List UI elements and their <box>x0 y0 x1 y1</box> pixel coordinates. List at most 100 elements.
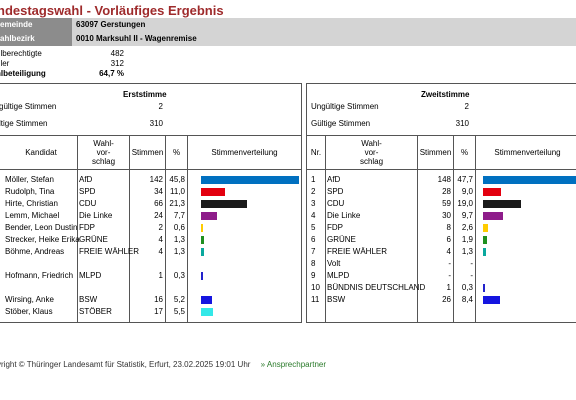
party-name: FDP <box>327 223 343 232</box>
candidate-name: Wirsing, Anke <box>5 295 54 304</box>
gemeinde-row: emeinde 63097 Gerstungen <box>0 18 576 32</box>
percent: 0,3 <box>173 271 185 280</box>
percent: 45,8 <box>169 175 185 184</box>
stat-label: hler <box>0 59 10 68</box>
votes: 1 <box>446 283 451 292</box>
votes: 24 <box>154 211 163 220</box>
invalid-value: 2 <box>464 102 469 111</box>
vote-bar <box>483 188 502 196</box>
percent: 1,9 <box>461 235 473 244</box>
party-name: GRÜNE <box>327 235 356 244</box>
percent: 9,0 <box>461 187 473 196</box>
party-name: FREIE WÄHLER <box>79 247 140 256</box>
invalid-label: Ungültige Stimmen <box>311 102 379 111</box>
table-row: 2 SPD 28 9,0 <box>307 186 576 198</box>
votes: 66 <box>154 199 163 208</box>
votes: 2 <box>158 223 163 232</box>
candidate-name: Böhme, Andreas <box>5 247 65 256</box>
list-number: 9 <box>311 271 316 280</box>
invalid-label: gültige Stimmen <box>0 102 57 111</box>
candidate-name: Möller, Stefan <box>5 175 54 184</box>
percent: 0,3 <box>461 283 473 292</box>
zweitstimme-panel: Zweitstimme Ungültige Stimmen 2 Gültige … <box>306 83 576 323</box>
candidate-name: Stöber, Klaus <box>5 307 53 316</box>
party-name: Die Linke <box>79 211 113 220</box>
table-row: 5 FDP 8 2,6 <box>307 222 576 234</box>
list-number: 8 <box>311 259 316 268</box>
table-row: Stöber, Klaus STÖBER 17 5,5 <box>0 306 301 318</box>
list-number: 3 <box>311 199 316 208</box>
col-nr: Nr. <box>310 148 322 157</box>
vote-bar <box>483 296 500 304</box>
col-prozent: % <box>453 136 475 169</box>
votes: 26 <box>442 295 451 304</box>
table-row: 10 BÜNDNIS DEUTSCHLAND 1 0,3 <box>307 282 576 294</box>
table-row: Möller, Stefan AfD 142 45,8 <box>0 174 301 186</box>
votes: - <box>448 259 451 268</box>
footer: yright © Thüringer Landesamt für Statist… <box>0 360 326 369</box>
col-prozent: % <box>165 136 187 169</box>
party-name: SPD <box>327 187 344 196</box>
col-stimmen: Stimmen <box>417 136 453 169</box>
list-number: 2 <box>311 187 316 196</box>
col-verteilung: Stimmenverteilung <box>187 136 301 169</box>
col-verteilung: Stimmenverteilung <box>475 136 576 169</box>
percent: 47,7 <box>457 175 473 184</box>
votes: 6 <box>446 235 451 244</box>
candidate-name: Bender, Leon Dustin <box>5 223 78 232</box>
percent: 11,0 <box>170 187 185 196</box>
party-name: FDP <box>79 223 95 232</box>
zweitstimme-title: Zweitstimme <box>421 90 470 99</box>
list-number: 10 <box>311 283 320 292</box>
vote-bar <box>483 248 486 256</box>
list-number: 11 <box>311 295 320 304</box>
vote-bar <box>201 236 204 244</box>
wahlbezirk-label: ahlbezirk <box>0 32 72 46</box>
wahlbezirk-row: ahlbezirk 0010 Marksuhl II - Wagenremise <box>0 32 576 46</box>
votes: 142 <box>149 175 163 184</box>
party-name: GRÜNE <box>79 235 108 244</box>
percent: 5,2 <box>173 295 185 304</box>
valid-value: 310 <box>149 119 163 128</box>
percent: 1,3 <box>173 235 185 244</box>
table-row: 1 AfD 148 47,7 <box>307 174 576 186</box>
candidate-name: Strecker, Heike Erika <box>5 235 80 244</box>
table-row: Strecker, Heike Erika GRÜNE 4 1,3 <box>0 234 301 246</box>
votes: 4 <box>158 247 163 256</box>
votes: 28 <box>442 187 451 196</box>
stat-label: hlbeteiligung <box>0 69 46 78</box>
list-number: 4 <box>311 211 316 220</box>
gemeinde-label: emeinde <box>0 18 72 32</box>
col-wahlvorschlag: Wahl-vor-schlag <box>77 136 129 169</box>
vote-bar <box>483 284 485 292</box>
party-name: Die Linke <box>327 211 361 220</box>
party-name: AfD <box>79 175 93 184</box>
party-name: BSW <box>79 295 98 304</box>
valid-label: ltige Stimmen <box>0 119 48 128</box>
table-row: 11 BSW 26 8,4 <box>307 294 576 306</box>
percent: 0,6 <box>173 223 185 232</box>
table-row: Lemm, Michael Die Linke 24 7,7 <box>0 210 301 222</box>
votes: - <box>448 271 451 280</box>
wahlbezirk-value: 0010 Marksuhl II - Wagenremise <box>72 32 576 46</box>
votes: 17 <box>154 307 163 316</box>
percent: 8,4 <box>461 295 473 304</box>
vote-bar <box>201 224 203 232</box>
candidate-name: Rudolph, Tina <box>5 187 55 196</box>
vote-bar <box>483 212 503 220</box>
list-number: 5 <box>311 223 316 232</box>
percent: - <box>470 259 473 268</box>
table-row: Hirte, Christian CDU 66 21,3 <box>0 198 301 210</box>
party-name: AfD <box>327 175 341 184</box>
stat-value: 482 <box>110 49 124 58</box>
table-row: Böhme, Andreas FREIE WÄHLER 4 1,3 <box>0 246 301 258</box>
table-row: Wirsing, Anke BSW 16 5,2 <box>0 294 301 306</box>
table-row: Bender, Leon Dustin FDP 2 0,6 <box>0 222 301 234</box>
percent: 21,3 <box>169 199 185 208</box>
erststimme-title: Erststimme <box>123 90 167 99</box>
votes: 4 <box>446 247 451 256</box>
list-number: 7 <box>311 247 316 256</box>
candidate-name: Hirte, Christian <box>5 199 58 208</box>
table-row: 7 FREIE WÄHLER 4 1,3 <box>307 246 576 258</box>
ansprechpartner-link[interactable]: » Ansprechpartner <box>260 360 327 369</box>
